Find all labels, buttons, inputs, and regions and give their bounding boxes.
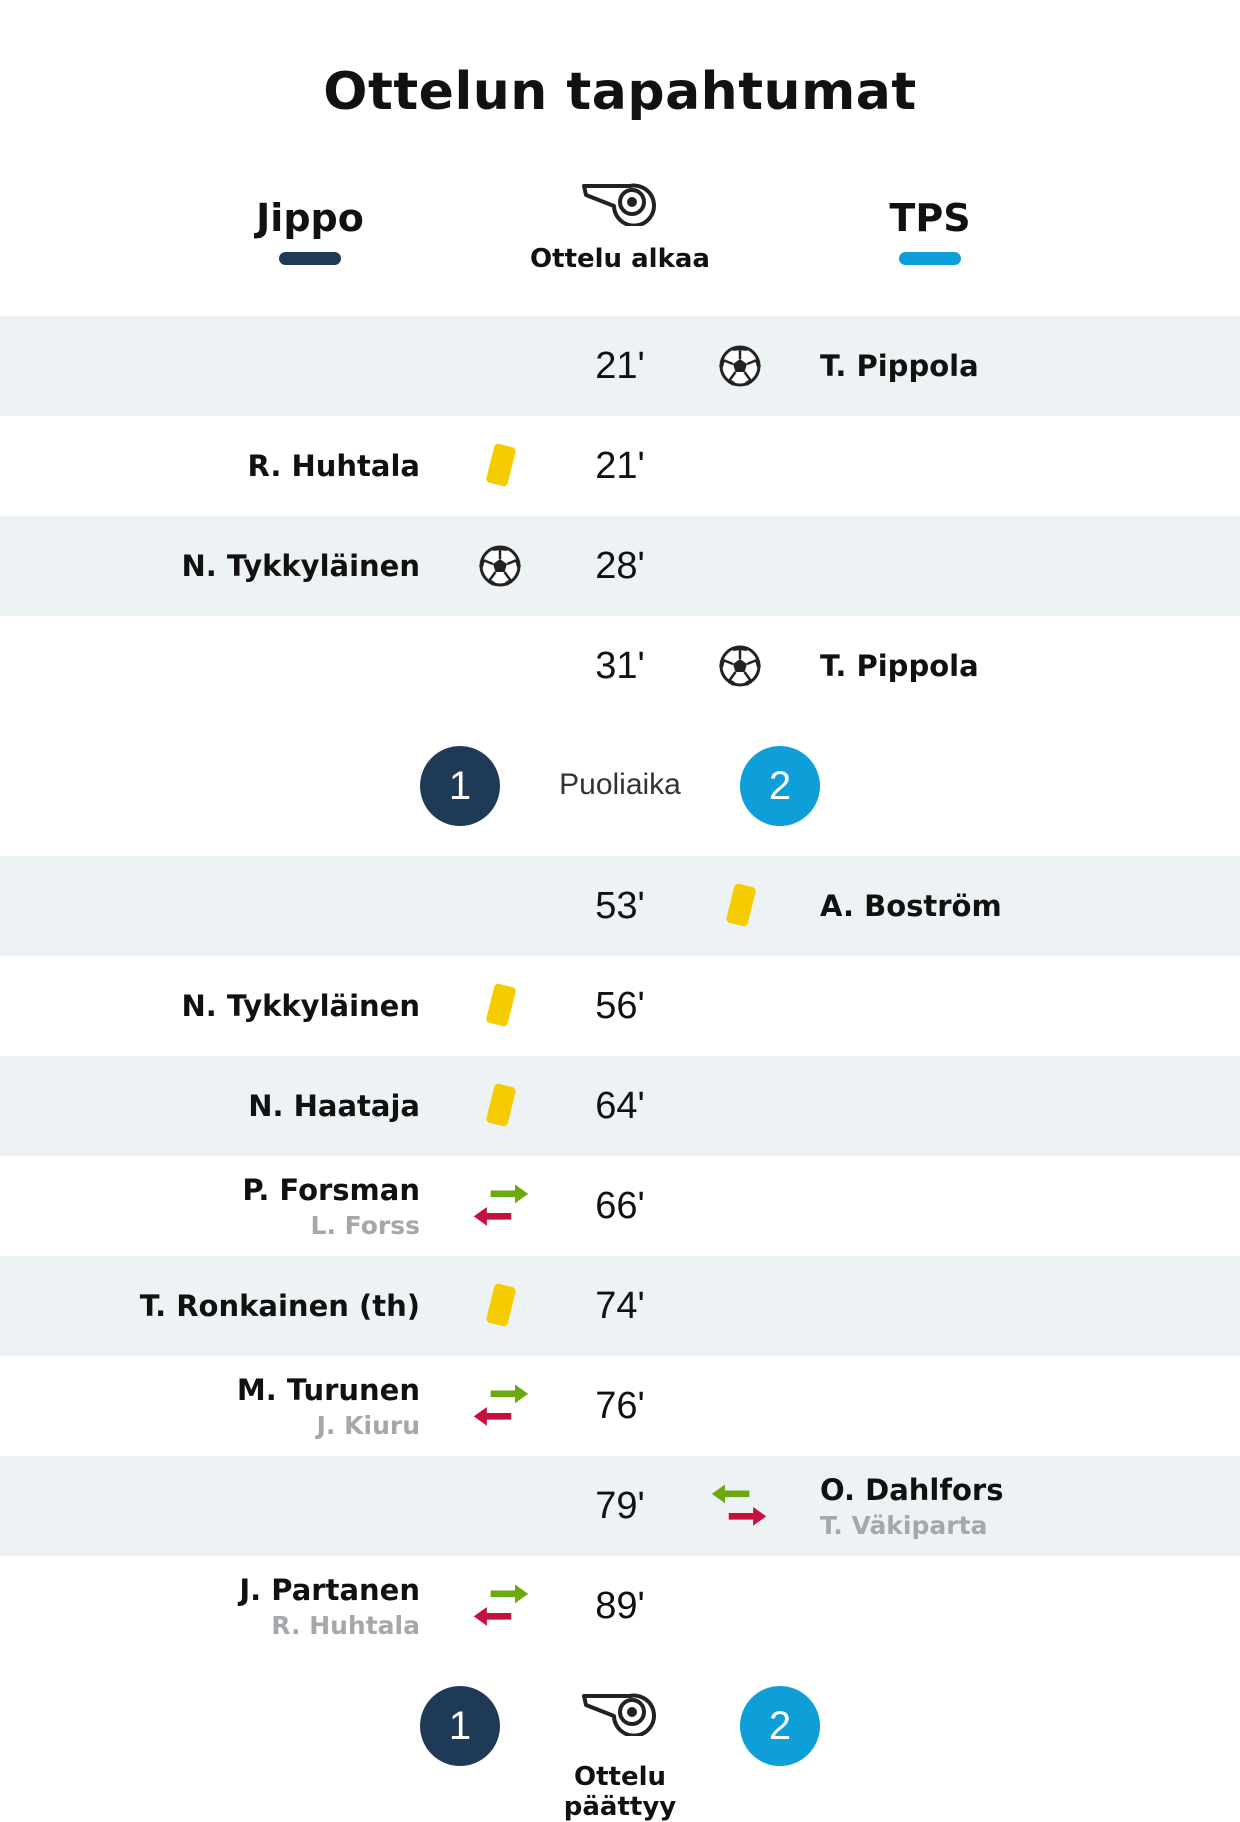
- event-player-block: R. Huhtala: [248, 416, 421, 516]
- match-end-label: Ottelu päättyy: [563, 1762, 677, 1822]
- event-player-block: P. Forsman L. Forss: [242, 1156, 420, 1256]
- event-row: 64' N. Haataja: [0, 1056, 1240, 1156]
- yellow-card-icon: [710, 856, 770, 956]
- page-title: Ottelun tapahtumat: [323, 62, 917, 122]
- yellow-card-icon: [470, 1256, 530, 1356]
- event-player-block: N. Tykkyläinen: [181, 516, 420, 616]
- halftime-home-score: 1: [420, 746, 500, 826]
- event-substituted-player: R. Huhtala: [271, 1610, 420, 1640]
- substitution-arrows-icon: [470, 1356, 530, 1456]
- event-minute: 89': [595, 1585, 645, 1627]
- event-row: 56' N. Tykkyläinen: [0, 956, 1240, 1056]
- yellow-card-icon: [470, 416, 530, 516]
- substitution-arrows-icon: [470, 1156, 530, 1256]
- event-row: 21' R. Huhtala: [0, 416, 1240, 516]
- substitution-arrows-icon: [470, 1556, 530, 1656]
- event-player-block: N. Tykkyläinen: [181, 956, 420, 1056]
- event-substituted-player: J. Kiuru: [316, 1410, 420, 1440]
- event-row: 21' T. Pippola: [0, 316, 1240, 416]
- match-start-label: Ottelu alkaa: [530, 244, 710, 274]
- soccer-ball-icon: [710, 316, 770, 416]
- event-player-name: T. Pippola: [820, 349, 979, 383]
- event-row: 76' M. Turunen J. Kiuru: [0, 1356, 1240, 1456]
- event-minute: 76': [595, 1385, 645, 1427]
- soccer-ball-icon: [470, 516, 530, 616]
- event-row: 66' P. Forsman L. Forss: [0, 1156, 1240, 1256]
- event-row: 31' T. Pippola: [0, 616, 1240, 716]
- final-home-score: 1: [420, 1686, 500, 1766]
- event-player-name: J. Partanen: [239, 1572, 420, 1607]
- event-row: 28' N. Tykkyläinen: [0, 516, 1240, 616]
- event-player-name: M. Turunen: [236, 1372, 420, 1407]
- halftime-label: Puoliaika: [559, 768, 681, 801]
- event-player-name: T. Ronkainen (th): [139, 1289, 420, 1323]
- soccer-ball-icon: [710, 616, 770, 716]
- event-player-name: A. Boström: [820, 889, 1002, 923]
- event-player-block: A. Boström: [820, 856, 1002, 956]
- event-substituted-player: T. Väkiparta: [820, 1510, 988, 1540]
- event-player-name: O. Dahlfors: [820, 1472, 1004, 1507]
- event-player-name: P. Forsman: [242, 1172, 420, 1207]
- event-minute: 79': [595, 1485, 645, 1527]
- event-player-block: T. Pippola: [820, 316, 979, 416]
- event-minute: 21': [595, 345, 645, 387]
- yellow-card-icon: [470, 1056, 530, 1156]
- event-substituted-player: L. Forss: [310, 1210, 420, 1240]
- event-player-block: M. Turunen J. Kiuru: [237, 1356, 420, 1456]
- event-player-block: O. Dahlfors T. Väkiparta: [820, 1456, 1003, 1556]
- event-minute: 56': [595, 985, 645, 1027]
- event-player-name: N. Haataja: [248, 1089, 420, 1123]
- event-minute: 53': [595, 885, 645, 927]
- event-minute: 21': [595, 445, 645, 487]
- final-away-score: 2: [740, 1686, 820, 1766]
- halftime-away-score: 2: [740, 746, 820, 826]
- event-row: 89' J. Partanen R. Huhtala: [0, 1556, 1240, 1656]
- event-player-block: N. Haataja: [248, 1056, 420, 1156]
- home-team-color-bar: [279, 252, 341, 265]
- substitution-arrows-icon: [710, 1456, 770, 1556]
- event-player-block: T. Pippola: [820, 616, 979, 716]
- event-player-block: T. Ronkainen (th): [140, 1256, 420, 1356]
- event-player-block: J. Partanen R. Huhtala: [239, 1556, 420, 1656]
- match-end: Ottelu päättyy: [520, 1686, 720, 1822]
- home-team-header: Jippo: [190, 196, 430, 265]
- away-team-color-bar: [899, 252, 961, 265]
- away-team-header: TPS: [810, 196, 1050, 265]
- event-row: 74' T. Ronkainen (th): [0, 1256, 1240, 1356]
- match-start: Ottelu alkaa: [520, 176, 720, 274]
- home-team-name: Jippo: [256, 196, 364, 240]
- event-row: 53' A. Boström: [0, 856, 1240, 956]
- event-row: 79' O. Dahlfors T. Väkiparta: [0, 1456, 1240, 1556]
- away-team-name: TPS: [889, 196, 971, 240]
- event-player-name: N. Tykkyläinen: [181, 989, 420, 1023]
- yellow-card-icon: [470, 956, 530, 1056]
- event-player-name: N. Tykkyläinen: [181, 549, 420, 583]
- event-player-name: R. Huhtala: [247, 449, 421, 483]
- event-minute: 64': [595, 1085, 645, 1127]
- whistle-icon: [582, 1693, 656, 1736]
- event-minute: 28': [595, 545, 645, 587]
- event-minute: 66': [595, 1185, 645, 1227]
- event-minute: 31': [595, 645, 645, 687]
- event-minute: 74': [595, 1285, 645, 1327]
- whistle-icon: [582, 183, 656, 226]
- event-player-name: T. Pippola: [820, 649, 979, 683]
